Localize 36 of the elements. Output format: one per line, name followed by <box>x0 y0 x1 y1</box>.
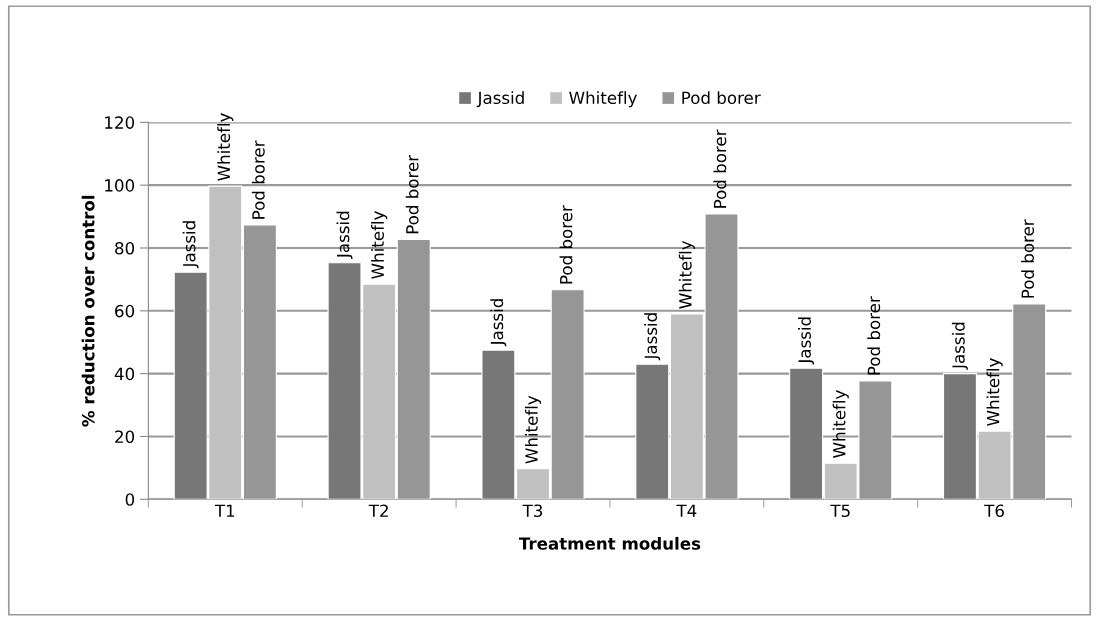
legend-label: Whitefly <box>569 91 637 108</box>
y-tick-label: 20 <box>115 430 135 444</box>
text: Pod borer <box>713 129 727 208</box>
legend-label: Pod borer <box>682 91 761 105</box>
text: Jassid <box>644 313 661 361</box>
text: Whitefly <box>986 358 1003 426</box>
y-tick-label: 60 <box>115 304 135 318</box>
text: Whitefly <box>832 390 849 458</box>
text: Pod borer <box>405 154 419 234</box>
text: Pod borer <box>867 296 881 375</box>
x-tick-label: T6 <box>984 504 1004 518</box>
y-axis-title: % reduction over control <box>81 195 95 427</box>
text: Whitefly <box>217 113 234 181</box>
x-tick-label: T1 <box>214 504 235 517</box>
text: Pod borer <box>559 205 573 284</box>
text: Jassid <box>798 317 815 365</box>
y-tick-label: 100 <box>105 179 135 192</box>
x-tick-label: T2 <box>368 504 388 517</box>
y-tick-label: 0 <box>125 493 135 506</box>
x-axis-title: Treatment modules <box>518 536 701 550</box>
y-tick-label: 120 <box>105 116 135 129</box>
x-tick-label: T5 <box>830 504 850 518</box>
text: Jassid <box>336 211 353 259</box>
text: Pod borer <box>1021 219 1035 298</box>
y-tick-label: 80 <box>115 241 135 255</box>
y-tick-label: 40 <box>114 367 135 381</box>
x-tick-label: T4 <box>676 504 697 517</box>
text: Whitefly <box>524 395 542 464</box>
x-tick-label: T3 <box>522 504 543 518</box>
legend-label: Jassid <box>476 91 524 108</box>
text: Jassid <box>490 299 507 347</box>
text: Jassid <box>182 221 199 269</box>
text: Jassid <box>951 322 968 370</box>
text: Pod borer <box>251 140 265 219</box>
text: Whitefly <box>678 240 695 309</box>
text: Whitefly <box>371 211 388 279</box>
